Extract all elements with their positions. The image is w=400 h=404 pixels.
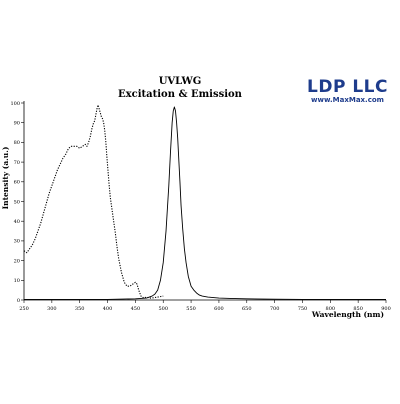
x-tick-label: 350 [75, 306, 85, 312]
excitation-series-line [23, 104, 164, 299]
emission-series-line [24, 106, 386, 300]
y-tick-label: 40 [14, 219, 20, 225]
y-tick-label: 0 [17, 298, 20, 304]
brand-name: LDP LLC [307, 77, 388, 97]
y-tick-label: 100 [10, 101, 20, 107]
x-tick-label: 500 [158, 306, 168, 312]
x-tick-label: 450 [131, 306, 141, 312]
x-tick-label: 250 [19, 306, 29, 312]
x-tick-label: 650 [242, 306, 252, 312]
chart-title: UVLWG [158, 76, 202, 87]
y-axis-label: Intensity (a.u.) [1, 147, 10, 210]
x-tick-label: 700 [270, 306, 280, 312]
x-tick-label: 750 [298, 306, 308, 312]
x-axis-label: Wavelength (nm) [311, 310, 384, 319]
brand-logo: LDP LLC www.MaxMax.com [305, 78, 390, 105]
x-tick-label: 600 [214, 306, 224, 312]
x-tick-label: 300 [47, 306, 57, 312]
x-tick-label: 400 [103, 306, 113, 312]
y-tick-label: 50 [14, 199, 20, 205]
x-tick-label: 550 [186, 306, 196, 312]
y-tick-label: 10 [14, 278, 20, 284]
chart-subtitle: Excitation & Emission [118, 89, 242, 100]
y-tick-label: 70 [14, 160, 20, 166]
y-tick-label: 30 [14, 239, 20, 245]
y-tick-label: 80 [14, 140, 20, 146]
x-tick-label: 900 [381, 306, 391, 312]
y-tick-label: 60 [14, 180, 20, 186]
y-tick-label: 90 [14, 121, 20, 127]
brand-url: www.MaxMax.com [311, 96, 384, 104]
y-tick-label: 20 [14, 258, 20, 264]
x-tick-label: 800 [326, 306, 336, 312]
x-tick-label: 850 [353, 306, 363, 312]
